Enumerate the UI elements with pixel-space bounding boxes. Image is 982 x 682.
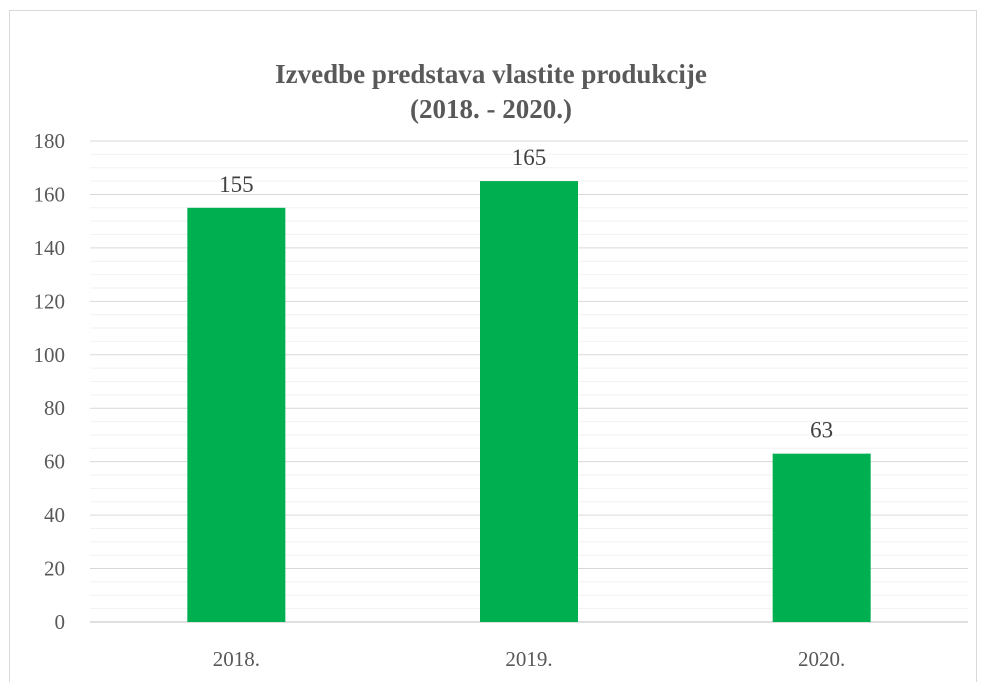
y-tick-label: 160	[34, 182, 66, 206]
y-tick-label: 20	[44, 557, 65, 581]
data-label: 165	[512, 145, 547, 170]
y-tick-label: 80	[44, 396, 65, 420]
bar	[480, 181, 578, 623]
y-tick-label: 180	[34, 129, 66, 153]
chart-title-line-2: (2018. - 2020.)	[410, 94, 572, 124]
data-label: 63	[810, 418, 833, 443]
x-tick-label: 2020.	[798, 647, 845, 671]
x-tick-label: 2019.	[505, 647, 552, 671]
y-tick-label: 40	[44, 503, 65, 527]
y-tick-label: 60	[44, 450, 65, 474]
bar	[187, 207, 286, 623]
y-tick-label: 0	[55, 610, 66, 634]
data-label: 155	[219, 172, 254, 197]
x-tick-label: 2018.	[213, 647, 260, 671]
chart-title-line-1: Izvedbe predstava vlastite produkcije	[275, 59, 707, 89]
bar	[772, 453, 871, 622]
y-tick-label: 120	[34, 289, 66, 313]
y-tick-label: 100	[34, 343, 66, 367]
y-tick-label: 140	[34, 236, 66, 260]
